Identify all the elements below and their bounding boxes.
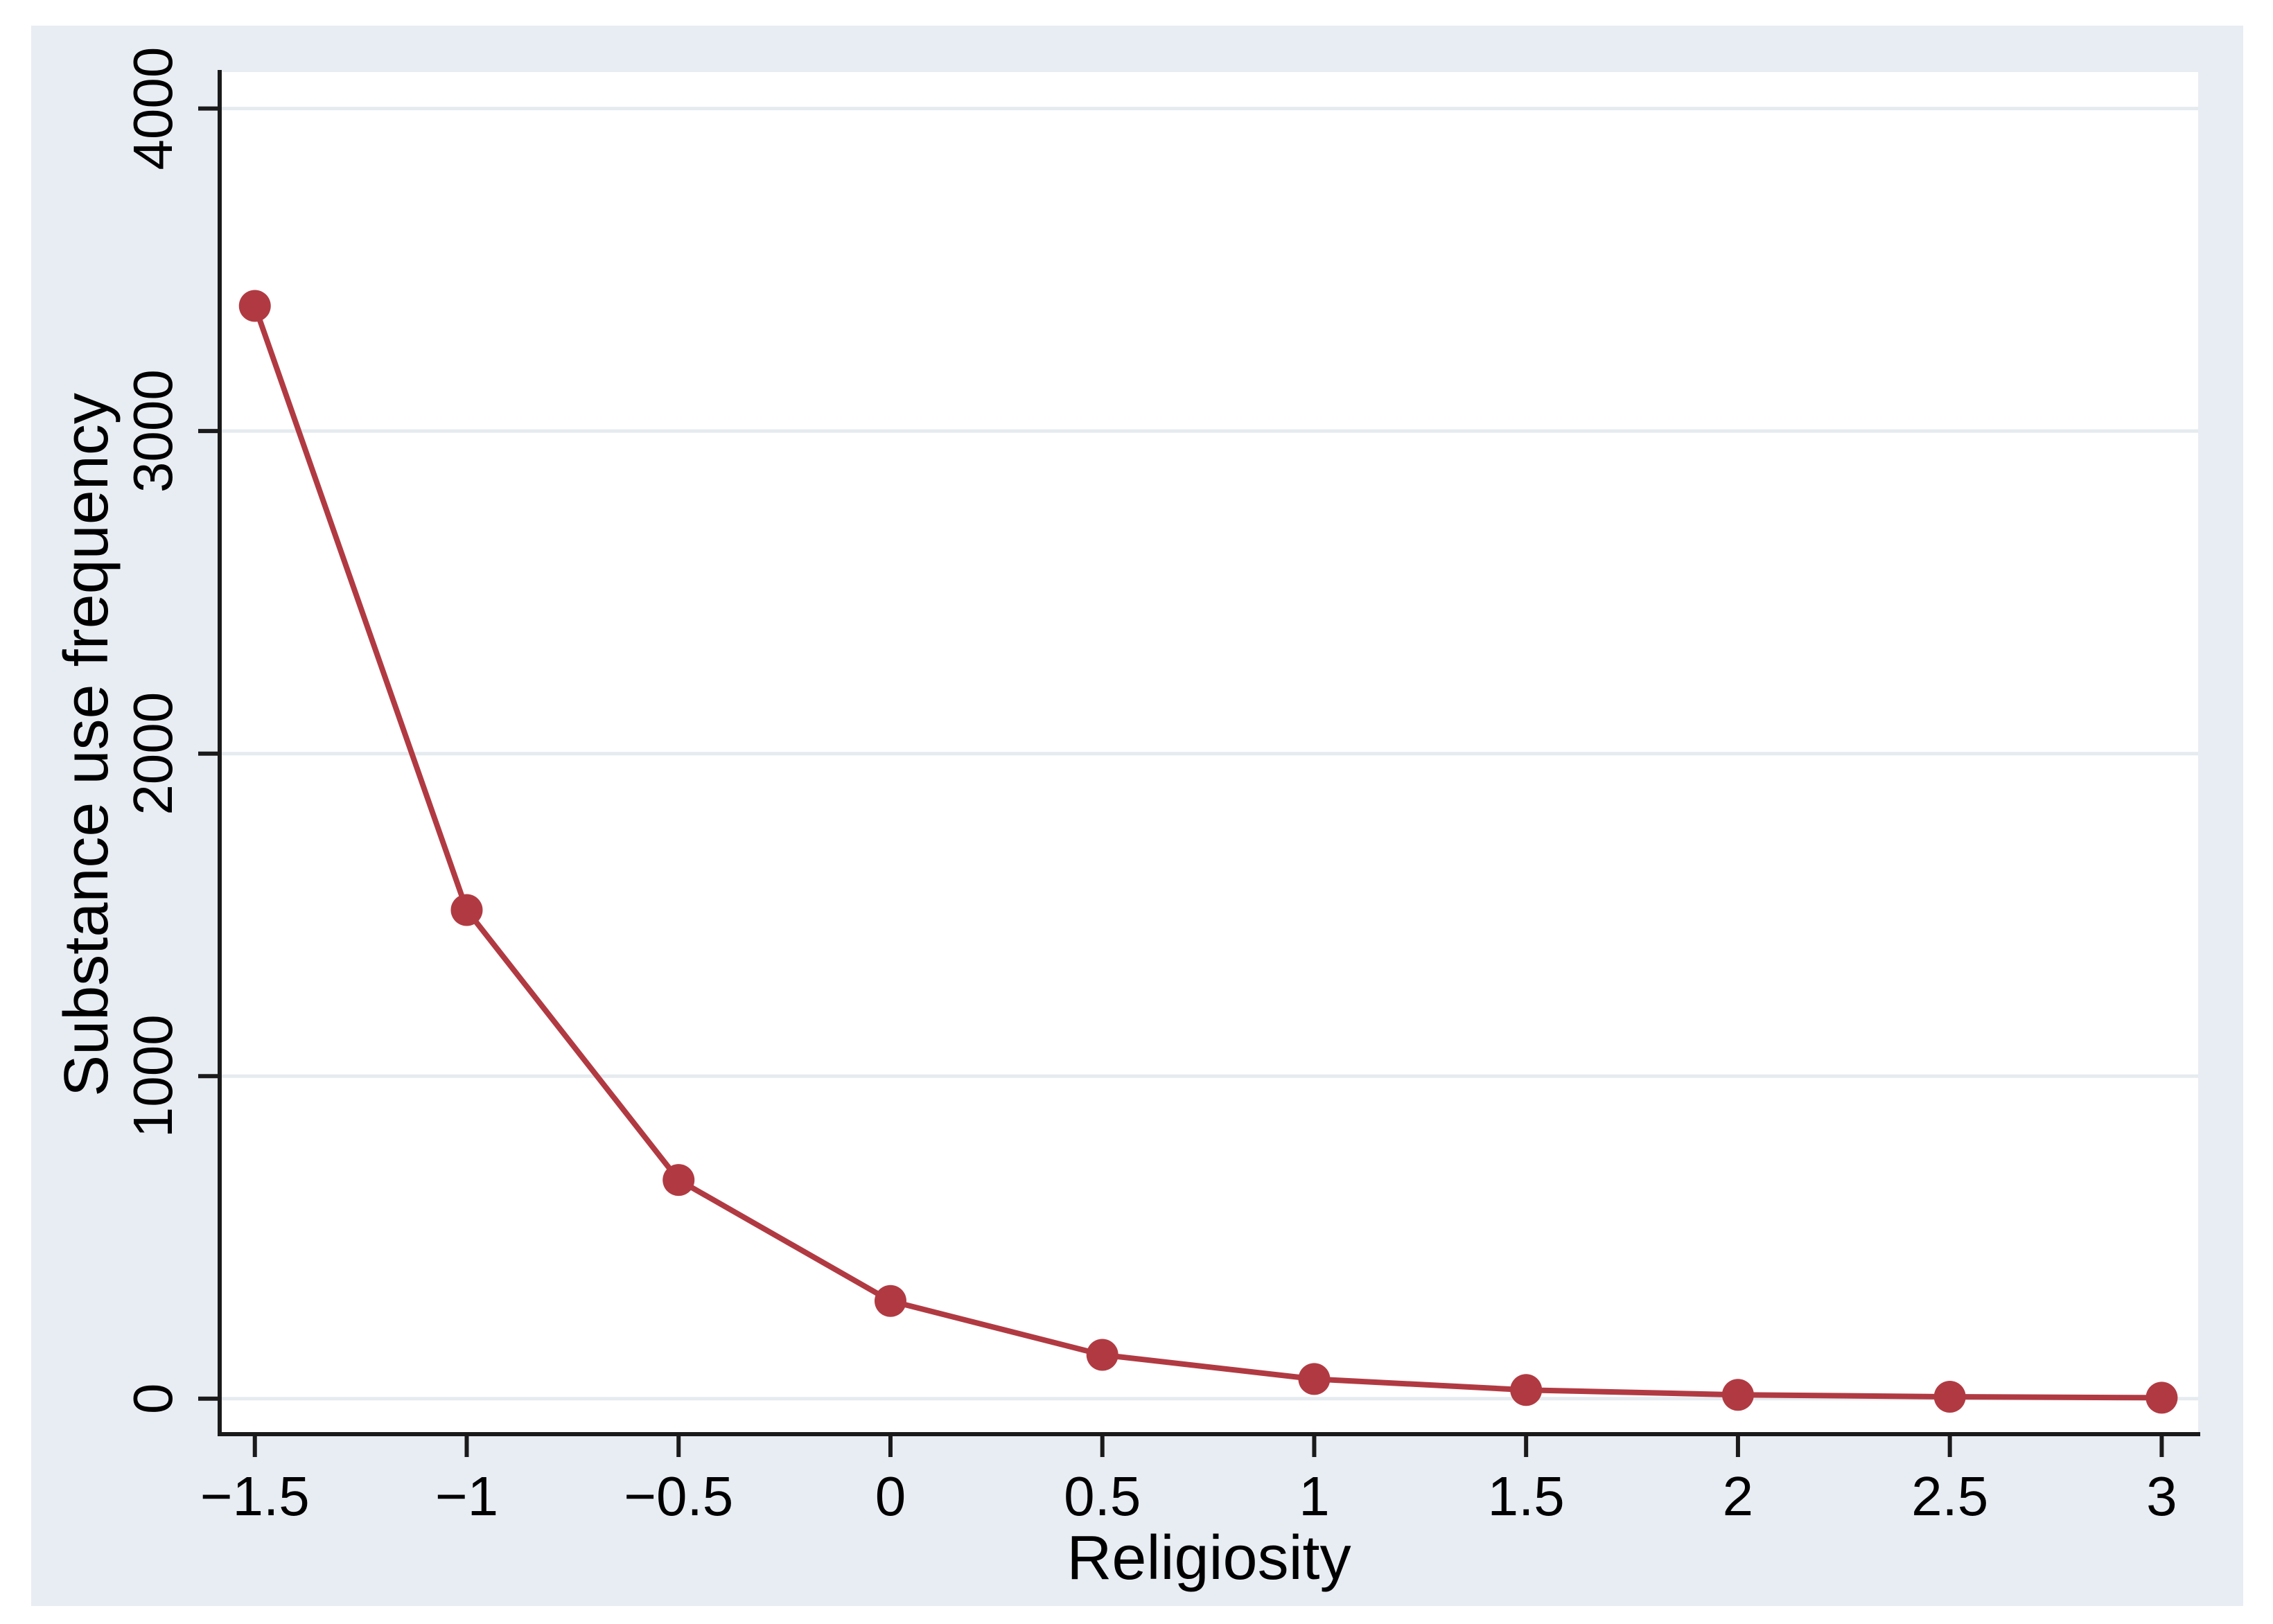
gridlines bbox=[220, 107, 2198, 1401]
data-point bbox=[874, 1285, 906, 1317]
x-tick-label: 0 bbox=[875, 1465, 906, 1527]
x-tick-label: −0.5 bbox=[624, 1465, 733, 1527]
series-line bbox=[252, 305, 2162, 1401]
x-tick-label: 2.5 bbox=[1911, 1465, 1988, 1527]
y-tick-label: 2000 bbox=[122, 692, 184, 815]
x-tick-label: −1 bbox=[435, 1465, 498, 1527]
y-tick-label: 0 bbox=[122, 1384, 184, 1415]
y-axis-title: Substance use frequency bbox=[52, 393, 121, 1097]
data-point bbox=[1086, 1339, 1118, 1371]
x-tick-label: −1.5 bbox=[200, 1465, 310, 1527]
x-tick-label: 1 bbox=[1299, 1465, 1330, 1527]
x-tick-label: 2 bbox=[1723, 1465, 1754, 1527]
data-point bbox=[1933, 1380, 1966, 1413]
series-substance-use bbox=[238, 290, 2178, 1414]
data-point bbox=[238, 290, 271, 322]
y-tick-label: 1000 bbox=[122, 1014, 184, 1138]
data-point bbox=[1721, 1379, 1754, 1411]
data-point bbox=[450, 894, 483, 926]
x-tick-label: 3 bbox=[2146, 1465, 2177, 1527]
x-tick-label: 1.5 bbox=[1488, 1465, 1565, 1527]
data-point bbox=[1298, 1363, 1331, 1395]
y-axis-ticks: 0 1000 2000 3000 4000 bbox=[122, 47, 220, 1414]
x-axis-title: Religiosity bbox=[1067, 1524, 1351, 1593]
y-tick-label: 3000 bbox=[122, 369, 184, 493]
data-point bbox=[1510, 1374, 1543, 1406]
x-tick-label: 0.5 bbox=[1064, 1465, 1141, 1527]
x-axis-ticks: −1.5 −1 −0.5 0 0.5 1 1.5 2 2.5 3 bbox=[200, 1434, 2177, 1527]
data-point bbox=[2145, 1382, 2178, 1414]
data-point bbox=[662, 1164, 695, 1197]
y-tick-label: 4000 bbox=[122, 47, 184, 170]
